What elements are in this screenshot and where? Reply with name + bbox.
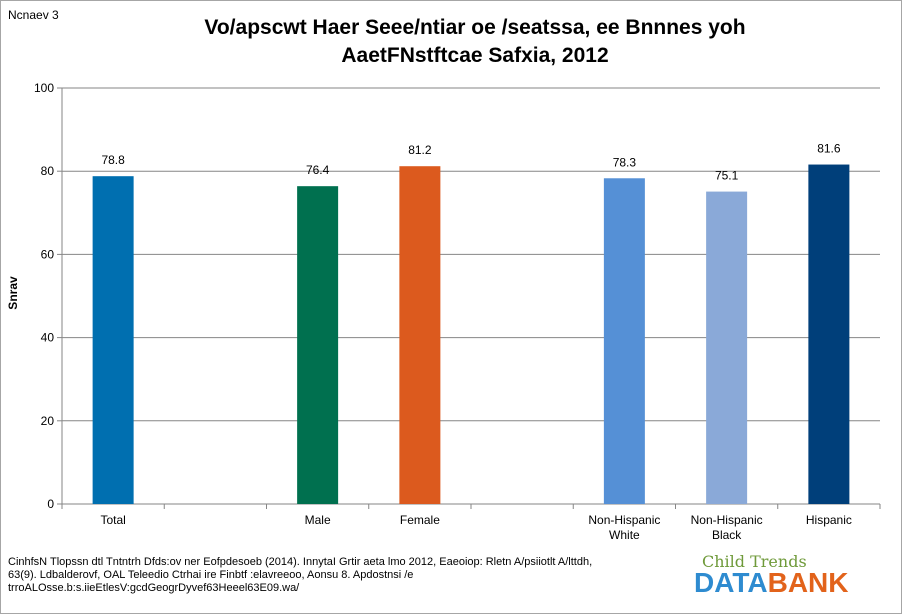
figure-label: Ncnaev 3: [8, 8, 59, 22]
x-category-label: Female: [400, 513, 440, 527]
y-tick-label: 100: [34, 81, 54, 95]
y-tick-label: 0: [47, 497, 54, 511]
x-category-label: Black: [712, 528, 742, 542]
data-label: 81.2: [408, 143, 432, 157]
y-tick-label: 80: [41, 164, 55, 178]
data-label: 78.8: [101, 153, 125, 167]
logo-bank-word: BANK: [767, 567, 849, 598]
bar: [603, 178, 645, 504]
x-category-label: Non-Hispanic: [691, 513, 763, 527]
bar: [706, 191, 748, 505]
bar: [808, 164, 850, 504]
y-tick-label: 40: [41, 331, 55, 345]
chart-title: Vo/apscwt Haer Seee/ntiar oe /seatssa, e…: [60, 14, 890, 70]
x-category-label: Hispanic: [806, 513, 852, 527]
logo-child-trends: Child Trends: [702, 552, 807, 571]
y-tick-label: 20: [41, 414, 55, 428]
data-label: 81.6: [817, 142, 841, 156]
logo-data-word: DATA: [694, 567, 768, 598]
x-category-label: Male: [305, 513, 331, 527]
x-category-label: Total: [100, 513, 125, 527]
data-label: 78.3: [613, 155, 637, 169]
bar: [399, 166, 441, 504]
source-line-2: 63(9). Ldbalderovf, OAL Teleedio Ctrhai …: [8, 569, 414, 581]
bar: [297, 186, 339, 504]
data-label: 75.1: [715, 169, 739, 183]
y-tick-label: 60: [41, 247, 55, 261]
chart-title-line-2: AaetFNstftcae Safxia, 2012: [341, 44, 609, 67]
y-axis-label: Snrav: [6, 276, 20, 310]
data-label: 76.4: [306, 163, 330, 177]
source-note: CinhfsN Tlopssn dtl Tntntrh Dfds:ov ner …: [8, 556, 593, 595]
logo-databank: DATABANK: [694, 567, 864, 598]
chart-title-line-1: Vo/apscwt Haer Seee/ntiar oe /seatssa, e…: [204, 16, 746, 39]
x-category-label: Non-Hispanic: [588, 513, 660, 527]
source-line-1: CinhfsN Tlopssn dtl Tntntrh Dfds:ov ner …: [8, 556, 593, 568]
source-line-3: trroALOsse.b:s.iieEtlesV:gcdGeogrDyvef63…: [8, 582, 300, 594]
bar: [92, 176, 134, 504]
child-trends-databank-logo: Child Trends DATABANK: [694, 554, 864, 598]
x-category-label: White: [609, 528, 640, 542]
